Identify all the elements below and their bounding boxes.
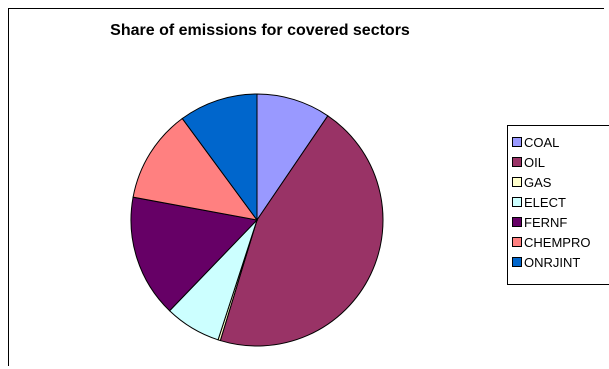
legend-swatch — [512, 197, 522, 207]
pie-slice-oil — [219, 115, 384, 347]
legend-label: GAS — [524, 174, 552, 190]
legend-item-coal: COAL — [512, 132, 559, 152]
pie-slice-coal — [256, 93, 329, 222]
legend-label: FERNF — [524, 214, 568, 230]
legend-swatch — [512, 257, 522, 267]
pie-slice-chempro — [132, 117, 259, 221]
pie-slice-fernf — [130, 196, 259, 312]
legend-label: COAL — [524, 134, 560, 150]
legend-item-chempro: CHEMPRO — [512, 232, 590, 252]
legend-label: ELECT — [524, 194, 566, 210]
legend-item-gas: GAS — [512, 172, 551, 192]
legend-item-elect: ELECT — [512, 192, 566, 212]
legend-swatch — [512, 237, 522, 247]
legend-label: CHEMPRO — [524, 234, 591, 250]
legend-label: ONRJINT — [524, 254, 581, 270]
chart-legend: COAL OIL GAS ELECT FERNF CHEMPRO ONRJINT — [507, 125, 609, 285]
legend-label: OIL — [524, 154, 545, 170]
pie-slice-onrjint — [181, 93, 258, 222]
legend-item-fernf: FERNF — [512, 212, 567, 232]
legend-item-onrjint: ONRJINT — [512, 252, 580, 272]
chart-title: Share of emissions for covered sectors — [110, 22, 410, 39]
legend-swatch — [512, 177, 522, 187]
legend-item-oil: OIL — [512, 152, 545, 172]
legend-swatch — [512, 137, 522, 147]
legend-swatch — [512, 157, 522, 167]
legend-swatch — [512, 217, 522, 227]
